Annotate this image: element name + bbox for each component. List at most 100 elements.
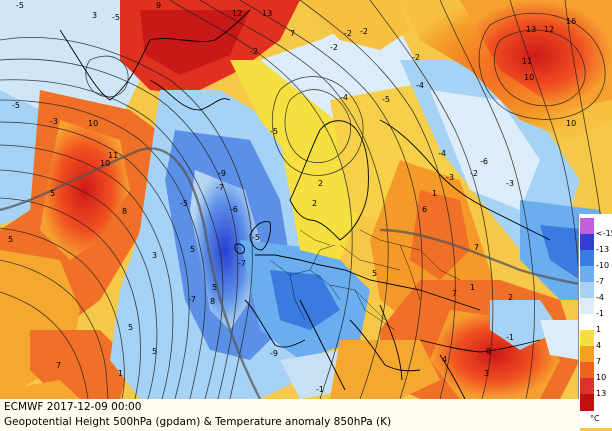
contour-value-label: -5	[12, 101, 20, 110]
contour-value-label: -5	[382, 95, 390, 104]
contour-value-label: 8	[122, 207, 127, 216]
contour-value-label: 1	[118, 369, 123, 378]
legend-swatch	[580, 378, 594, 395]
legend-swatch	[580, 250, 594, 267]
contour-value-label: -1	[506, 333, 514, 342]
temperature-anomaly-field	[0, 0, 612, 400]
legend-swatch	[580, 346, 594, 363]
contour-value-label: -1	[316, 385, 324, 394]
contour-value-label: 2	[508, 293, 513, 302]
contour-value-label: 10	[100, 159, 110, 168]
contour-value-label: -6	[480, 157, 488, 166]
contour-value-label: -5	[180, 199, 188, 208]
contour-value-label: 7	[474, 243, 479, 252]
caption-description: Geopotential Height 500hPa (gpdam) & Tem…	[4, 416, 392, 428]
contour-value-label: 12	[232, 9, 242, 18]
contour-value-label: 5	[152, 347, 157, 356]
contour-value-label: -2	[330, 43, 338, 52]
contour-value-label: 16	[566, 17, 576, 26]
contour-value-label: 4	[442, 355, 447, 364]
legend-swatch	[580, 394, 594, 411]
contour-value-label: 1	[470, 283, 475, 292]
contour-value-label: 3	[484, 369, 489, 378]
color-legend: <-15 -13 -10 -7 -4 -1 1 4 7 10 13 °C	[578, 214, 612, 428]
contour-value-label: -5	[252, 233, 260, 242]
contour-value-label: 10	[524, 73, 534, 82]
contour-value-label: 5	[50, 189, 55, 198]
contour-value-label: -4	[416, 81, 424, 90]
legend-swatch	[580, 298, 594, 315]
contour-value-label: 10	[566, 119, 576, 128]
caption-model-time: ECMWF 2017-12-09 00:00	[4, 401, 142, 413]
contour-value-label: 8	[210, 297, 215, 306]
legend-tick-label: -13	[596, 245, 610, 254]
legend-swatch	[580, 362, 594, 379]
legend-tick-label: 7	[596, 357, 602, 366]
legend-swatch	[580, 266, 594, 283]
contour-value-label: 7	[452, 289, 457, 298]
contour-value-label: -7	[238, 259, 246, 268]
contour-value-label: 5	[372, 269, 377, 278]
legend-tick-label: 10	[596, 373, 607, 382]
legend-swatch	[580, 330, 594, 347]
contour-value-label: -4	[438, 149, 446, 158]
contour-value-label: -3	[506, 179, 514, 188]
legend-tick-label: -1	[596, 309, 604, 318]
contour-value-label: -5	[16, 1, 24, 10]
contour-value-label: 1	[432, 189, 437, 198]
contour-value-label: -7	[188, 295, 196, 304]
contour-value-label: -9	[270, 349, 278, 358]
contour-value-label: 9	[156, 1, 161, 10]
contour-value-label: -3	[446, 173, 454, 182]
contour-value-label: 7	[290, 29, 295, 38]
contour-value-label: 11	[108, 151, 118, 160]
legend-swatch	[580, 234, 594, 251]
contour-value-label: -2	[344, 29, 352, 38]
contour-value-label: -3	[50, 117, 58, 126]
legend-tick-label: -7	[596, 277, 604, 286]
legend-tick-label: 1	[596, 325, 602, 334]
contour-value-label: 0	[486, 347, 491, 356]
contour-value-label: -2	[250, 47, 258, 56]
contour-value-label: 7	[56, 361, 61, 370]
contour-value-label: 13	[526, 25, 536, 34]
legend-swatch	[580, 314, 594, 331]
legend-swatch	[580, 218, 594, 235]
contour-value-label: 5	[190, 245, 195, 254]
legend-tick-label: 4	[596, 341, 602, 350]
legend-tick-label: -4	[596, 293, 604, 302]
contour-value-label: -5	[112, 13, 120, 22]
legend-colorbar	[580, 218, 594, 411]
contour-value-label: 2	[318, 179, 323, 188]
contour-value-label: 5	[8, 235, 13, 244]
contour-value-label: 10	[88, 119, 98, 128]
legend-unit: °C	[590, 414, 600, 423]
contour-value-label: -2	[412, 53, 420, 62]
legend-tick-label: <-15	[596, 229, 612, 238]
legend-tick-label: 13	[596, 389, 607, 398]
map-caption: ECMWF 2017-12-09 00:00 Geopotential Heig…	[0, 399, 580, 431]
coastlines	[59, 9, 551, 400]
contour-value-label: 3	[152, 251, 157, 260]
contour-value-label: 2	[312, 199, 317, 208]
contour-value-label: 6	[422, 205, 427, 214]
contour-value-label: 11	[522, 57, 532, 66]
contour-value-label: 12	[544, 25, 554, 34]
contour-value-label: 5	[128, 323, 133, 332]
contour-value-label: -2	[470, 169, 478, 178]
contour-value-label: -9	[218, 169, 226, 178]
contour-value-label: 13	[262, 9, 272, 18]
contour-value-label: -4	[340, 93, 348, 102]
contour-value-label: 5	[212, 283, 217, 292]
country-borders	[269, 229, 461, 331]
contour-value-label: -2	[360, 27, 368, 36]
legend-tick-label: -10	[596, 261, 610, 270]
contour-value-label: -7	[216, 183, 224, 192]
contour-value-label: -6	[230, 205, 238, 214]
contour-value-label: -5	[270, 127, 278, 136]
legend-swatch	[580, 282, 594, 299]
contour-value-label: 3	[92, 11, 97, 20]
